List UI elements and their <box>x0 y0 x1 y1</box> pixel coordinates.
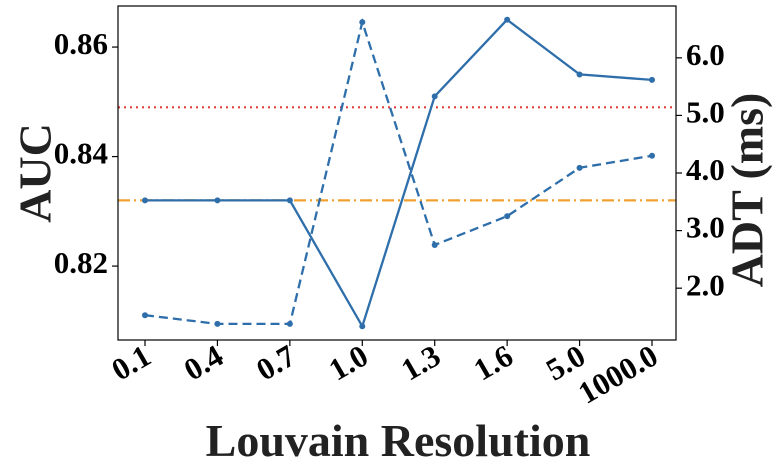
x-tick-label: 1.0 <box>323 338 374 388</box>
left-tick-label: 0.82 <box>54 245 108 280</box>
right-tick-label: 3.0 <box>686 210 725 245</box>
data-point-s2-1 <box>142 312 148 319</box>
data-point-s2-4 <box>359 19 366 26</box>
plot-frame <box>117 5 677 341</box>
data-point-s1-6 <box>504 16 511 23</box>
left-tick-label: 0.84 <box>54 136 108 171</box>
series-line-2 <box>144 17 653 326</box>
right-tick-label: 4.0 <box>686 152 725 187</box>
data-point-s1-2 <box>214 197 221 204</box>
data-point-s2-2 <box>214 320 221 327</box>
x-tick-label: 0.1 <box>105 338 156 388</box>
x-tick-label: 0.7 <box>250 338 301 388</box>
data-point-s2-8 <box>649 152 655 159</box>
right-tick-label: 5.0 <box>686 95 725 130</box>
left-tick-label: 0.86 <box>54 26 108 61</box>
data-point-s2-3 <box>286 320 293 327</box>
data-point-s2-6 <box>504 213 511 220</box>
left-axis: 0.82 0.84 0.86 <box>54 26 118 280</box>
x-tick-label: 1.3 <box>395 338 446 388</box>
y-axis-title-left: AUC <box>10 123 61 223</box>
x-tick-label: 1000.0 <box>572 338 663 411</box>
data-point-s1-3 <box>286 197 293 204</box>
right-tick-label: 6.0 <box>686 37 725 72</box>
x-tick-label: 0.4 <box>178 338 229 388</box>
y-axis-title-right: ADT (ms) <box>722 93 773 288</box>
x-tick-label: 1.6 <box>468 338 519 388</box>
reference-lines <box>118 106 676 202</box>
data-point-s1-7 <box>576 71 583 78</box>
data-point-s1-1 <box>142 197 148 204</box>
data-point-s1-8 <box>649 76 655 83</box>
right-tick-label: 2.0 <box>686 267 725 302</box>
data-point-s2-5 <box>431 241 438 248</box>
data-point-s1-5 <box>431 93 438 100</box>
right-axis: 2.0 3.0 4.0 5.0 6.0 <box>676 37 725 302</box>
series-line-1 <box>145 18 653 330</box>
data-point-s1-4 <box>359 323 366 330</box>
data-series <box>142 16 655 330</box>
x-axis-title: Louvain Resolution <box>206 415 591 466</box>
data-point-s2-7 <box>576 164 583 171</box>
